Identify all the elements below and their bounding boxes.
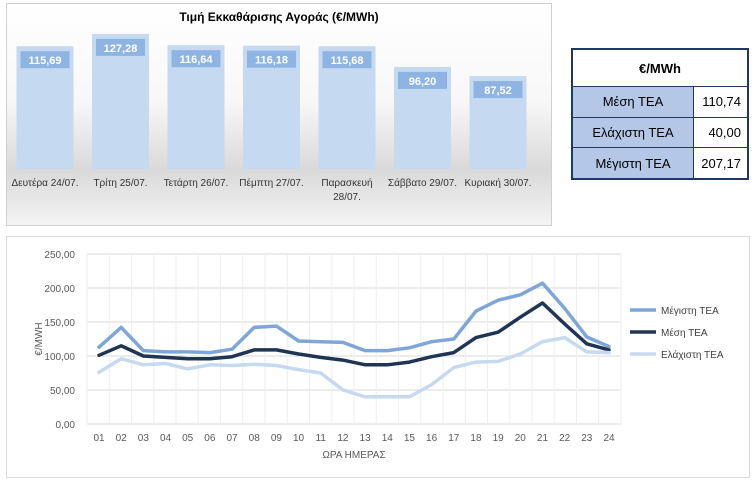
x-tick-label: Κυριακή 30/07. [465,177,532,189]
bar [92,33,149,169]
x-tick-label: 19 [493,433,505,444]
data-label: 127,28 [104,43,138,55]
table-header-row: €/MWh [572,49,748,87]
x-tick-label: 05 [182,433,194,444]
data-label-box [20,51,70,69]
x-tick-label: 18 [470,433,482,444]
x-tick-label: 11 [316,433,327,444]
data-label: 115,69 [28,55,61,67]
bar-chart-title: Τιμή Εκκαθάρισης Αγοράς (€/MWh) [179,10,379,24]
x-tick-label: 08 [249,433,261,444]
x-tick-label: Σάββατο 29/07. [388,177,457,189]
y-tick-label: 50,00 [50,386,75,397]
series-line [97,335,611,399]
x-tick-label: 28/07. [333,192,361,203]
data-label-box [247,50,296,68]
y-tick-label: 200,00 [44,284,75,295]
row-label: Μέση ΤΕΑ [572,86,694,118]
series-line [97,301,611,367]
x-tick-label: 17 [448,433,460,444]
data-label: 116,18 [255,55,288,67]
x-tick-label: 23 [581,433,593,444]
x-tick-label: 14 [382,433,394,444]
x-tick-label: Παρασκευή [321,177,372,189]
x-tick-label: 13 [360,433,372,444]
summary-table-panel: €/MWh Μέση ΤΕΑ 110,74 Ελάχιστη ΤΕΑ 40,00… [571,48,749,180]
series-line [97,281,611,355]
daily-price-bar-chart: Τιμή Εκκαθάρισης Αγοράς (€/MWh) 115,69 Δε… [6,3,552,226]
legend-label: Ελάχιστη ΤΕΑ [661,349,724,361]
x-axis-label: ΩΡΑ ΗΜΕΡΑΣ [322,450,385,461]
row-label: Ελάχιστη ΤΕΑ [572,116,694,149]
data-label-box [96,38,145,56]
x-tick-label: 07 [226,433,238,444]
y-tick-label: 250,00 [44,250,75,261]
x-tick-label: Τρίτη 25/07. [93,177,147,189]
data-label-box [171,50,221,68]
x-tick-label: 02 [116,433,128,444]
x-tick-label: 10 [293,433,305,444]
x-tick-label: 24 [603,433,615,444]
x-tick-label: Πέμπτη 27/07. [239,177,303,189]
line-chart-plot: 0,00 50,00 100,00 150,00 200,00 250,00 01 02 03 0… [34,250,724,461]
x-tick-label: 04 [160,433,172,444]
y-tick-label: 150,00 [44,318,75,329]
row-value: 207,17 [693,147,748,179]
x-tick-label: 03 [138,433,150,444]
data-label-box [322,51,372,69]
data-label: 96,20 [409,76,437,88]
x-tick-label: 09 [271,433,283,444]
data-label: 87,52 [484,85,512,97]
x-tick-label: 20 [515,433,527,444]
data-label-box [473,81,523,99]
x-tick-label: 22 [559,433,571,444]
row-value: 110,74 [693,86,748,118]
y-tick-label: 0,00 [56,420,76,431]
data-label: 115,68 [330,55,363,67]
table-header: €/MWh [572,49,748,87]
data-label: 116,64 [179,54,213,66]
table-row: Μέση ΤΕΑ 110,74 [572,86,748,118]
legend-label: Μέση ΤΕΑ [661,327,708,339]
table-row: Μέγιστη ΤΕΑ 207,17 [572,147,748,179]
hourly-price-line-chart: 0,00 50,00 100,00 150,00 200,00 250,00 01 02 03 0… [6,236,750,478]
row-label: Μέγιστη ΤΕΑ [572,147,694,179]
table-row: Ελάχιστη ΤΕΑ 40,00 [572,116,748,149]
tea-summary-table: €/MWh Μέση ΤΕΑ 110,74 Ελάχιστη ΤΕΑ 40,00… [572,49,748,179]
y-tick-label: 100,00 [44,352,75,363]
y-axis-label: €/MWH [34,322,45,355]
x-tick-label: 21 [537,433,549,444]
legend-label: Μέγιστη ΤΕΑ [661,305,719,317]
x-tick-label: 12 [337,433,349,444]
bar-chart-plot: 115,69 Δευτέρα 24/07. 127,28 Τρίτη 25/07. 11… [11,33,532,203]
data-label-box [398,71,447,89]
x-tick-label: Τετάρτη 26/07. [164,177,229,189]
x-tick-label: 15 [404,433,416,444]
x-tick-label: 16 [426,433,438,444]
row-value: 40,00 [693,116,748,149]
x-tick-label: 01 [93,433,105,444]
x-tick-label: Δευτέρα 24/07. [11,177,78,189]
x-tick-label: 06 [204,433,216,444]
